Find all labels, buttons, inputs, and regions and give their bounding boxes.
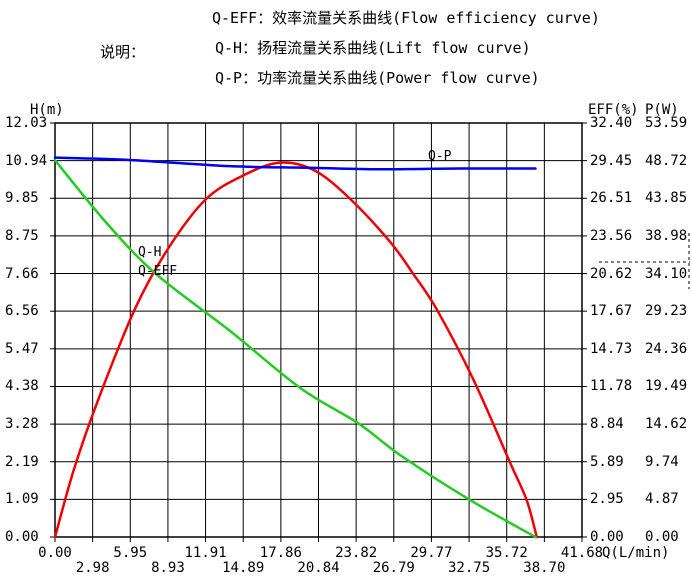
- y-tick-p: 34.10: [645, 265, 688, 282]
- y-tick-h: 5.47: [5, 340, 39, 357]
- y-tick-h: 2.19: [5, 453, 39, 470]
- y-tick-h: 10.94: [5, 152, 48, 169]
- x-tick: 0.00: [38, 545, 72, 561]
- plot-border: [54, 122, 583, 538]
- y-tick-eff: 26.51: [590, 190, 633, 207]
- x-tick: 11.91: [184, 545, 227, 561]
- curve-q-h: [53, 158, 537, 539]
- y-tick-h: 8.75: [5, 227, 39, 244]
- legend-line-qh: Q-H：扬程流量关系曲线(Lift flow curve): [215, 39, 531, 57]
- y-tick-p: 29.23: [645, 303, 688, 320]
- x-tick: 23.82: [335, 545, 378, 561]
- y-tick-p: 14.62: [645, 416, 688, 433]
- x-axis-title: Q(L/min): [602, 545, 670, 561]
- y-tick-p: 38.98: [645, 227, 688, 244]
- y-tick-eff: 8.84: [590, 416, 624, 433]
- y-tick-eff: 17.67: [590, 303, 633, 320]
- y-tick-h: 3.28: [5, 416, 39, 433]
- x-tick: 32.75: [447, 560, 491, 576]
- x-tick: 2.98: [75, 560, 110, 576]
- y-tick-eff: 0.00: [590, 529, 624, 545]
- y-tick-p: 24.36: [645, 340, 688, 357]
- y-tick-h: 1.09: [5, 491, 39, 508]
- y-tick-p: 53.59: [645, 115, 688, 131]
- y-tick-h: 6.56: [5, 303, 39, 320]
- x-tick: 29.77: [410, 545, 453, 561]
- y-axis-title-h: H(m): [30, 102, 64, 118]
- y-tick-h: 7.66: [5, 265, 39, 282]
- x-tick: 35.72: [485, 545, 528, 561]
- y-tick-p: 9.74: [645, 453, 679, 470]
- y-tick-p: 4.87: [645, 491, 679, 508]
- y-tick-eff: 23.56: [590, 227, 633, 244]
- y-tick-p: 43.85: [645, 190, 688, 207]
- y-axis-title-eff: EFF(%): [588, 102, 639, 118]
- y-tick-p: 19.49: [645, 378, 688, 395]
- x-tick: 26.79: [372, 560, 415, 576]
- y-tick-eff: 29.45: [590, 152, 633, 169]
- y-tick-h: 4.38: [5, 378, 39, 395]
- y-tick-eff: 20.62: [590, 265, 633, 282]
- y-tick-h: 0.00: [5, 529, 39, 545]
- legend-line-qeff: Q-EFF：效率流量关系曲线(Flow efficiency curve): [212, 9, 600, 27]
- y-tick-eff: 11.78: [590, 378, 633, 395]
- y-tick-h: 9.85: [5, 190, 39, 207]
- y-tick-eff: 5.89: [590, 453, 624, 470]
- x-tick: 17.86: [259, 545, 302, 561]
- x-tick: 14.89: [222, 560, 265, 576]
- y-axis-title-p: P(W): [645, 102, 679, 118]
- curve-q-p: [53, 156, 537, 171]
- curve-label-q-p: Q-P: [428, 149, 452, 164]
- y-tick-p: 48.72: [645, 152, 688, 169]
- x-tick: 20.84: [297, 560, 340, 576]
- y-tick-eff: 2.95: [590, 491, 624, 508]
- curve-label-q-eff: Q-EFF: [138, 264, 178, 279]
- y-tick-eff: 32.40: [590, 115, 633, 131]
- y-tick-eff: 14.73: [590, 340, 633, 357]
- curve-label-q-h: Q-H: [138, 245, 162, 260]
- legend-label: 说明：: [100, 43, 146, 61]
- x-tick: 8.93: [151, 560, 185, 576]
- y-tick-h: 12.03: [5, 115, 48, 131]
- y-tick-p: 0.00: [645, 529, 679, 545]
- x-tick: 5.95: [113, 545, 148, 561]
- legend-line-qp: Q-P：功率流量关系曲线(Power flow curve): [215, 69, 540, 87]
- x-tick: 38.70: [523, 560, 566, 576]
- x-tick: 41.68: [560, 545, 604, 561]
- curve-q-eff: [53, 161, 538, 539]
